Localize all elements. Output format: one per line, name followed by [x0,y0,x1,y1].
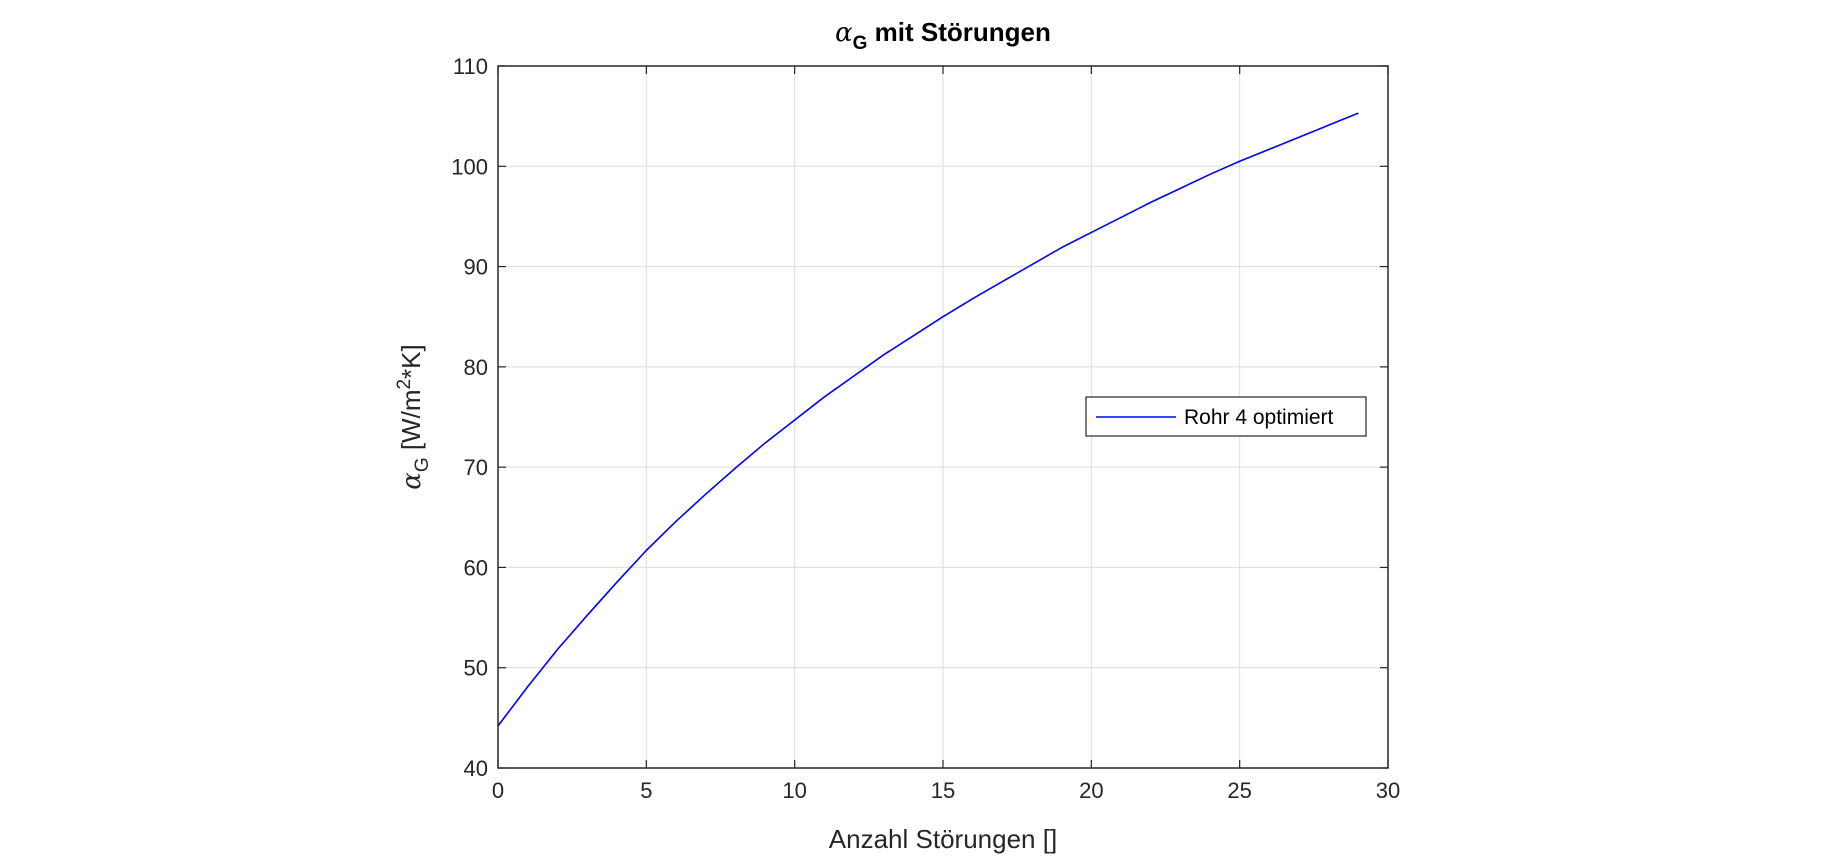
ylabel-subscript: G [412,457,433,472]
y-tick-label: 100 [451,154,488,179]
ylabel-unit-pre: [W/m [396,390,426,458]
x-tick-label: 5 [640,778,652,803]
y-tick-label: 50 [464,656,488,681]
x-tick-label: 0 [492,778,504,803]
y-tick-label: 110 [453,54,488,79]
ylabel-symbol: α [397,472,427,490]
x-tick-label: 10 [782,778,806,803]
y-axis-title: αG [W/m2*K] [394,344,433,489]
legend: Rohr 4 optimiert [1085,396,1367,437]
x-tick-label: 25 [1227,778,1251,803]
series-line-rohr-4 [497,112,1359,727]
x-axis-title: Anzahl Störungen [] [829,824,1057,854]
y-tick-label: 40 [464,756,488,781]
grid [498,66,1388,768]
y-tick-label: 70 [464,455,488,480]
x-tick-label: 30 [1376,778,1400,803]
title-symbol: α [835,18,853,48]
chart-title: αG mit Störungen [835,17,1051,54]
ticks [497,65,1389,769]
x-tick-label: 15 [931,778,955,803]
title-text: mit Störungen [867,17,1050,47]
y-tick-label: 60 [464,555,488,580]
ylabel-unit-post: *K] [396,344,426,379]
title-subscript: G [853,33,868,54]
y-tick-label: 90 [464,255,488,280]
ylabel-unit-sup: 2 [394,379,415,390]
tick-labels: 0 5 10 15 20 25 30 40 50 60 70 80 90 100 110 [451,54,1400,803]
x-tick-label: 20 [1079,778,1103,803]
legend-label-rohr-4: Rohr 4 optimiert [1184,406,1334,429]
series-group [497,112,1359,727]
y-tick-label: 80 [464,355,488,380]
